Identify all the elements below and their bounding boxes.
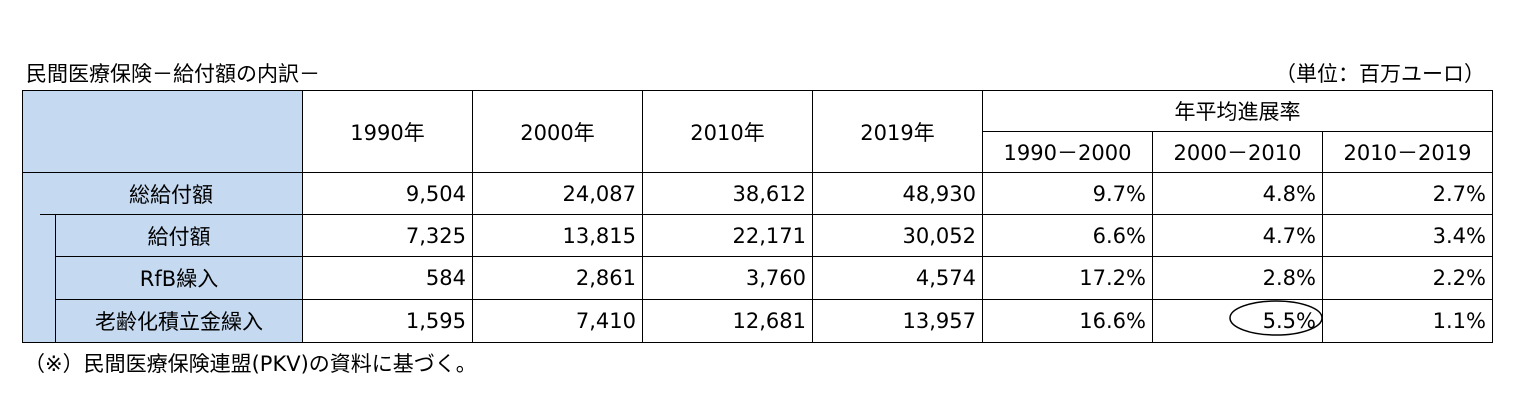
year-header: 1990年 xyxy=(302,90,473,173)
year-header: 2019年 xyxy=(812,90,983,173)
data-cell: 9,504 xyxy=(302,172,473,215)
row-label: 給付額 xyxy=(55,214,303,257)
data-cell: 30,052 xyxy=(812,214,983,257)
data-cell: 3,760 xyxy=(642,256,813,300)
data-cell: 584 xyxy=(302,256,473,300)
data-cell: 2.8% xyxy=(1152,256,1323,300)
data-cell: 17.2% xyxy=(982,256,1153,300)
data-cell: 6.6% xyxy=(982,214,1153,257)
data-cell: 1.1% xyxy=(1322,299,1493,343)
data-cell: 4.7% xyxy=(1152,214,1323,257)
footnote: （※）民間医療保険連盟(PKV)の資料に基づく。 xyxy=(24,352,477,376)
data-cell: 4,574 xyxy=(812,256,983,300)
period-header: 1990－2000 xyxy=(982,131,1153,173)
data-cell: 7,410 xyxy=(472,299,643,343)
unit: （単位：百万ユーロ） xyxy=(1275,62,1485,86)
period-header: 2000－2010 xyxy=(1152,131,1323,173)
data-cell: 4.8% xyxy=(1152,172,1323,215)
row-label: 総給付額 xyxy=(40,172,303,215)
data-cell: 13,815 xyxy=(472,214,643,257)
data-cell: 13,957 xyxy=(812,299,983,343)
row-label: RfB繰入 xyxy=(55,256,303,300)
data-cell: 16.6% xyxy=(982,299,1153,343)
data-cell: 9.7% xyxy=(982,172,1153,215)
period-header: 2010－2019 xyxy=(1322,131,1493,173)
data-cell: 24,087 xyxy=(472,172,643,215)
title: 民間医療保険－給付額の内訳－ xyxy=(26,62,320,86)
data-cell: 22,171 xyxy=(642,214,813,257)
row-label: 老齢化積立金繰入 xyxy=(55,299,303,343)
year-header: 2010年 xyxy=(642,90,813,173)
data-cell: 7,325 xyxy=(302,214,473,257)
data-cell: 2.7% xyxy=(1322,172,1493,215)
data-cell: 2.2% xyxy=(1322,256,1493,300)
data-cell: 5.5% xyxy=(1152,299,1323,343)
data-cell: 48,930 xyxy=(812,172,983,215)
year-header: 2000年 xyxy=(472,90,643,173)
growth-header: 年平均進展率 xyxy=(982,90,1493,132)
data-cell: 12,681 xyxy=(642,299,813,343)
data-cell: 3.4% xyxy=(1322,214,1493,257)
data-cell: 38,612 xyxy=(642,172,813,215)
header-corner xyxy=(22,90,303,173)
data-cell: 2,861 xyxy=(472,256,643,300)
data-cell: 1,595 xyxy=(302,299,473,343)
